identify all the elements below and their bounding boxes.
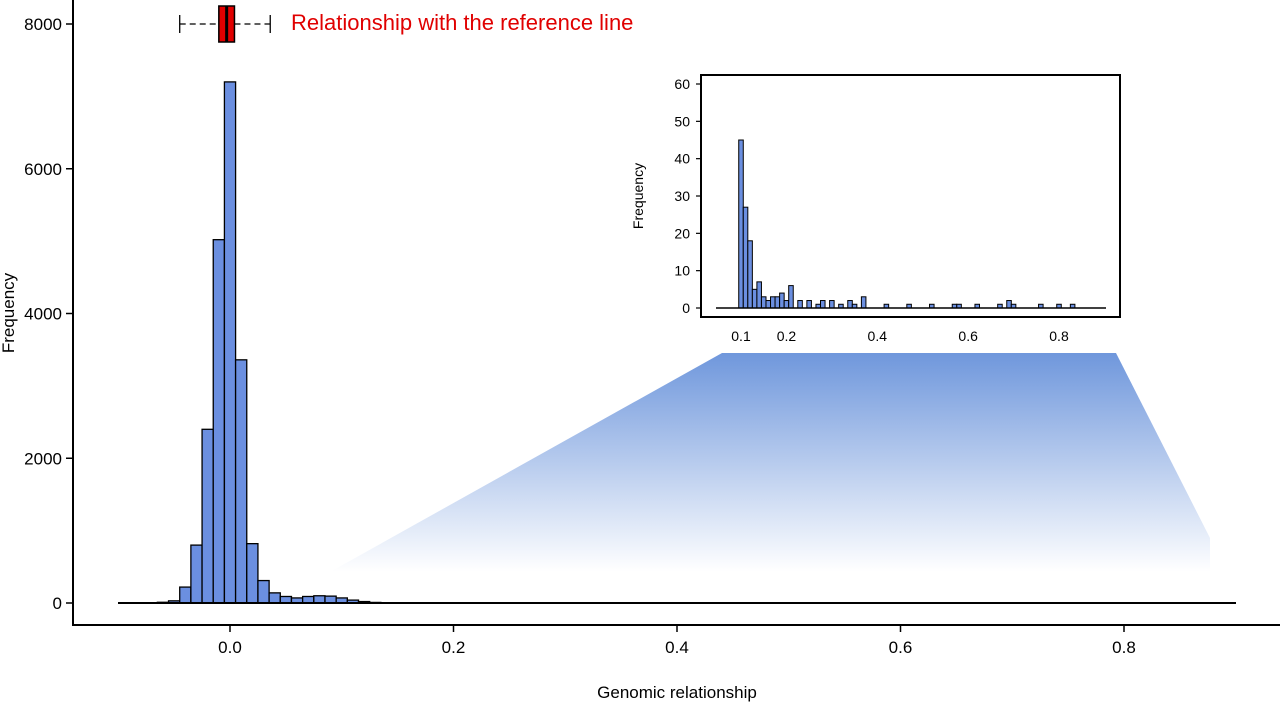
main-bar: [234, 359, 248, 604]
inset-bar: [806, 300, 812, 309]
inset-bar: [765, 300, 772, 309]
inset-bar: [860, 296, 867, 309]
inset-y-tick-label: 60: [674, 76, 690, 92]
inset-x-tick-label: 0.6: [958, 328, 978, 344]
main-bar: [246, 543, 259, 604]
inset-bar: [738, 139, 744, 309]
main-y-tick-label: 2000: [24, 449, 62, 468]
main-x-ticks: 0.0 0.2 0.4 0.6 0.8: [218, 625, 1136, 657]
main-y-tick-label: 4000: [24, 305, 62, 324]
inset-bar: [751, 288, 758, 309]
inset-bar: [829, 300, 835, 309]
inset-y-axis-label: Frequency: [630, 163, 646, 229]
inset-bar: [742, 206, 749, 309]
inset-y-tick-label: 10: [674, 263, 690, 279]
inset-bar: [788, 285, 794, 309]
main-y-tick-label: 0: [53, 594, 62, 613]
inset-x-tick-label: 0.8: [1049, 328, 1069, 344]
main-x-tick-label: 0.4: [665, 638, 689, 657]
inset-histogram-panel: 0.1 0.2 0.4 0.6 0.8 0 10 20 30 40 50 60 Frequency: [630, 74, 1121, 344]
inset-y-tick-label: 0: [682, 300, 690, 316]
inset-x-ticks: 0.1 0.2 0.4 0.6 0.8: [731, 328, 1069, 344]
inset-y-tick-label: 40: [674, 151, 690, 167]
inset-bar: [770, 296, 776, 309]
inset-bar: [1006, 300, 1012, 309]
main-bar: [223, 81, 237, 604]
inset-bar: [756, 281, 762, 309]
main-y-tick-label: 8000: [24, 15, 62, 34]
inset-bar: [783, 300, 790, 309]
inset-bar: [797, 300, 803, 309]
main-x-tick-label: 0.2: [442, 638, 466, 657]
inset-x-tick-label: 0.1: [731, 328, 751, 344]
main-x-tick-label: 0.6: [889, 638, 913, 657]
main-x-axis-label: Genomic relationship: [597, 683, 757, 702]
main-y-tick-label: 6000: [24, 160, 62, 179]
zoom-wedge: [330, 353, 1210, 572]
main-x-tick-label: 0.8: [1112, 638, 1136, 657]
inset-background: [700, 74, 1121, 318]
main-bar: [179, 586, 192, 604]
main-bars: [156, 81, 382, 604]
inset-x-tick-label: 0.2: [777, 328, 797, 344]
main-bar: [257, 579, 270, 604]
main-y-axis-label: Frequency: [0, 272, 18, 353]
inset-bar: [820, 300, 826, 309]
inset-bar: [847, 300, 853, 309]
inset-y-tick-label: 30: [674, 188, 690, 204]
main-bar: [324, 595, 337, 604]
inset-bar: [747, 240, 753, 309]
reference-boxplot-label: Relationship with the reference line: [291, 10, 633, 35]
main-bar: [268, 592, 281, 604]
inset-bar: [774, 296, 781, 309]
main-bar: [313, 595, 326, 604]
inset-bar: [760, 296, 767, 309]
main-x-tick-label: 0.0: [218, 638, 242, 657]
inset-bar: [779, 292, 785, 309]
inset-y-ticks: 0 10 20 30 40 50 60: [674, 76, 701, 316]
main-bar: [212, 239, 226, 604]
inset-y-tick-label: 20: [674, 225, 690, 241]
reference-boxplot: [179, 5, 271, 43]
main-y-ticks: 0 2000 4000 6000 8000: [24, 15, 73, 613]
main-bar: [190, 544, 203, 604]
inset-y-tick-label: 50: [674, 113, 690, 129]
main-bar: [201, 428, 214, 604]
inset-x-tick-label: 0.4: [868, 328, 888, 344]
